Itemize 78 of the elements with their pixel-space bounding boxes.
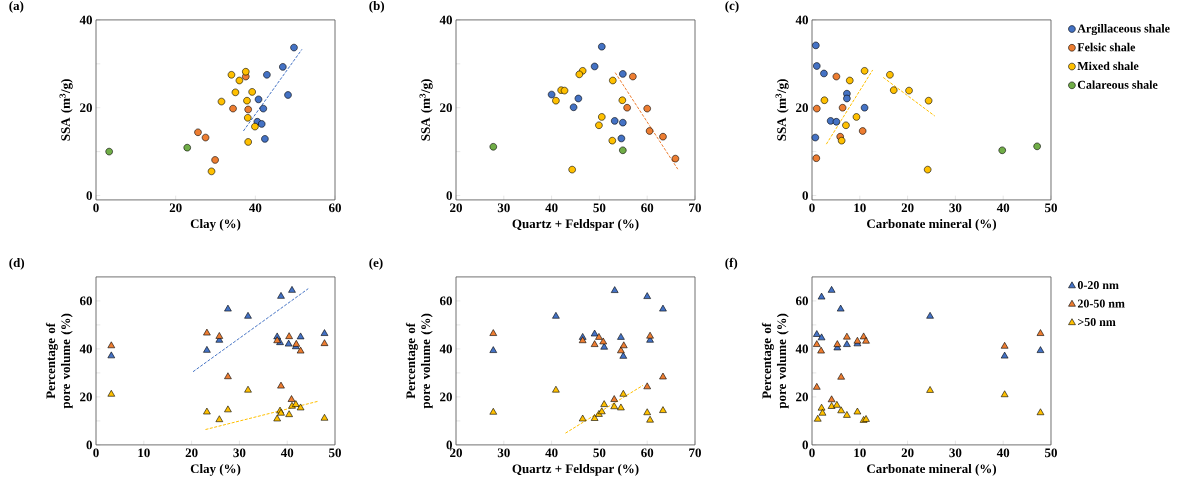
legend-label: 20-50 nm <box>1077 299 1125 308</box>
x-tick-label: 50 <box>1045 448 1057 458</box>
x-tick-label: 0 <box>809 203 815 213</box>
legend-label: Argillaceous shale <box>1077 24 1170 36</box>
chart-title: (c) <box>725 1 739 13</box>
y-tick-label: 40 <box>79 344 92 354</box>
x-axis-title: Clay (%) <box>190 464 241 476</box>
x-tick-label: 40 <box>996 203 1010 213</box>
x-tick-label: 40 <box>545 203 558 213</box>
y-tick-label: 60 <box>79 296 92 306</box>
y-tick-label: 20 <box>796 103 808 113</box>
chart-title: (f) <box>725 257 738 270</box>
y-tick-label: 40 <box>795 344 808 354</box>
chart-title: (a) <box>9 1 24 13</box>
legend-label: Mixed shale <box>1077 61 1139 71</box>
x-tick-label: 30 <box>497 203 510 213</box>
y-tick-label: 0 <box>86 440 92 450</box>
y-axis-title: SSA (m$^{3}$/g) <box>775 79 789 141</box>
legend-label: 0-20 nm <box>1077 281 1119 290</box>
x-tick-label: 40 <box>249 203 262 213</box>
x-tick-label: 30 <box>497 448 510 458</box>
x-tick-label: 40 <box>280 448 294 458</box>
x-tick-label: 30 <box>233 448 246 458</box>
x-tick-label: 10 <box>138 448 150 458</box>
y-tick-label: 0 <box>446 191 452 200</box>
y-tick-label: 20 <box>440 103 452 113</box>
y-tick-label: 40 <box>79 15 92 25</box>
x-tick-label: 50 <box>329 448 341 458</box>
x-axis-title: Quartz + Feldspar (%) <box>512 219 639 231</box>
x-tick-label: 20 <box>901 203 914 213</box>
x-axis-title: Quartz + Feldspar (%) <box>512 464 639 476</box>
x-tick-label: 0 <box>93 448 99 458</box>
y-tick-label: 0 <box>802 191 808 200</box>
y-tick-label: 60 <box>795 296 808 306</box>
y-tick-label: 20 <box>440 392 452 402</box>
chart-title: (e) <box>369 258 383 270</box>
y-axis-title: SSA (m$^{3}$/g) <box>419 79 433 141</box>
x-tick-label: 10 <box>854 448 866 458</box>
x-tick-label: 0 <box>93 203 99 213</box>
x-axis-title: Carbonate mineral (%) <box>867 219 997 231</box>
x-tick-label: 70 <box>689 448 701 458</box>
y-axis-title: Percentage of pore volume (%) <box>761 313 789 409</box>
x-tick-label: 30 <box>949 203 962 213</box>
x-axis-title: Clay (%) <box>190 219 241 231</box>
x-tick-label: 10 <box>854 203 866 213</box>
y-tick-label: 20 <box>80 103 92 113</box>
x-tick-label: 70 <box>689 203 701 213</box>
y-tick-label: 40 <box>439 344 452 354</box>
x-tick-label: 30 <box>949 448 962 458</box>
y-tick-label: 40 <box>439 15 452 25</box>
x-tick-label: 50 <box>593 448 606 458</box>
y-tick-label: 0 <box>86 191 92 200</box>
chart-title: (d) <box>9 258 25 270</box>
y-axis-title: SSA (m$^{3}$/g) <box>59 79 73 141</box>
legend-label: Felsic shale <box>1077 42 1136 52</box>
y-tick-label: 20 <box>80 392 92 402</box>
y-tick-label: 0 <box>446 440 452 450</box>
legend-label: Calareous shale <box>1077 80 1158 89</box>
x-tick-label: 20 <box>901 448 914 458</box>
x-tick-label: 20 <box>185 448 198 458</box>
x-axis-title: Carbonate mineral (%) <box>867 464 997 476</box>
x-tick-label: 60 <box>641 448 654 458</box>
x-tick-label: 20 <box>169 203 182 213</box>
x-tick-label: 40 <box>996 448 1010 458</box>
x-tick-label: 0 <box>809 448 815 458</box>
x-tick-label: 40 <box>545 448 558 458</box>
y-tick-label: 0 <box>802 440 808 450</box>
y-tick-label: 60 <box>439 296 452 306</box>
chart-title: (b) <box>369 1 385 13</box>
y-axis-title: Percentage of pore volume (%) <box>405 313 433 409</box>
y-tick-label: 20 <box>796 392 808 402</box>
x-tick-label: 60 <box>328 203 341 213</box>
legend-label: >50 nm <box>1078 318 1116 327</box>
y-tick-label: 40 <box>795 15 808 25</box>
x-tick-label: 50 <box>593 203 606 213</box>
y-axis-title: Percentage of pore volume (%) <box>45 313 73 409</box>
x-tick-label: 50 <box>1045 203 1057 213</box>
x-tick-label: 60 <box>641 203 654 213</box>
